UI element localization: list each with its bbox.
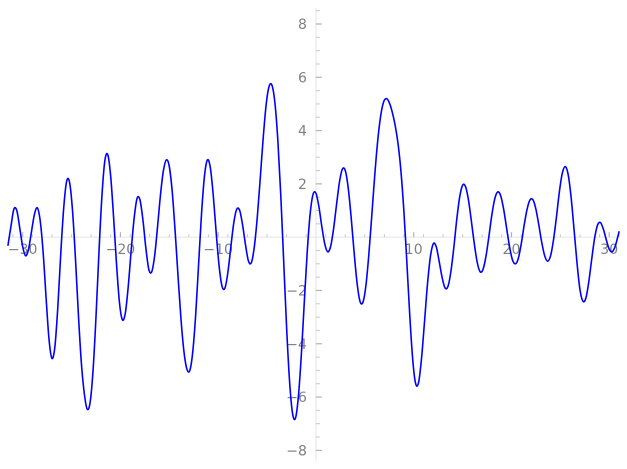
x-tick-label: 20 [503,242,521,258]
data-series-group [7,82,620,421]
x-tick-label: −30 [8,242,38,258]
y-tick-label: −6 [286,390,307,406]
axes [8,8,619,461]
y-tick-label: −8 [286,443,307,459]
x-tick-label: −20 [106,242,136,258]
x-tick-label: 10 [405,242,423,258]
series-line-signal [7,82,620,421]
y-tick-label: −2 [286,283,307,299]
y-tick-label: 2 [298,177,307,193]
y-tick-label: 8 [298,17,307,33]
y-tick-label: −4 [286,337,307,353]
tick-marks [12,10,620,451]
y-tick-label: 6 [298,70,307,86]
y-tick-label: 4 [298,124,307,140]
